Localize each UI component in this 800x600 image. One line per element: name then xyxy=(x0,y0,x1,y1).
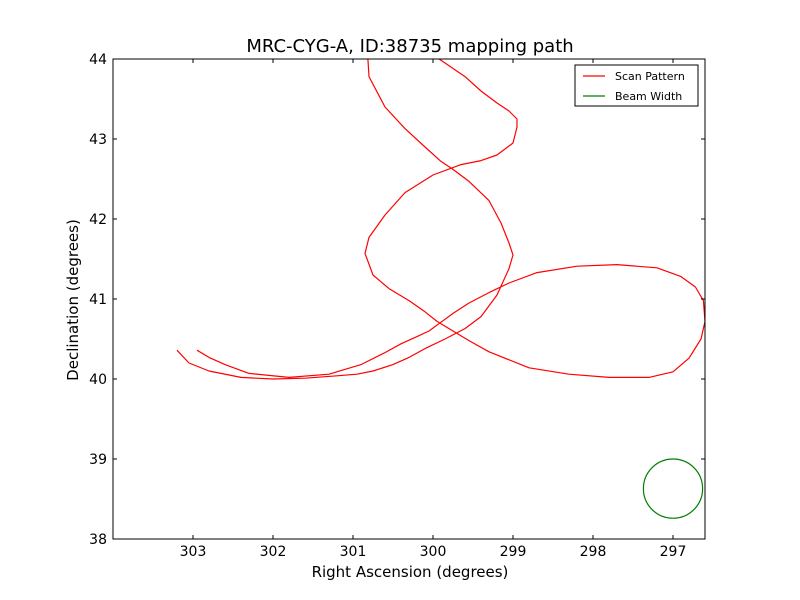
y-tick-label: 40 xyxy=(89,372,107,388)
y-tick-label: 39 xyxy=(89,452,107,468)
series-beam-width-circle xyxy=(642,458,704,519)
x-tick-label: 301 xyxy=(340,544,367,560)
y-tick-label: 43 xyxy=(89,132,107,148)
x-tick-label: 302 xyxy=(260,544,287,560)
y-tick-label: 42 xyxy=(89,212,107,228)
y-tick-label: 44 xyxy=(89,52,107,68)
y-tick-label: 41 xyxy=(89,292,107,308)
x-tick-label: 298 xyxy=(580,544,607,560)
plot-area: 303 302 301 300 299 298 297 38 39 40 41 42 43 44 xyxy=(89,52,706,560)
legend-label: Scan Pattern xyxy=(615,70,685,83)
x-tick-label: 303 xyxy=(180,544,207,560)
y-axis-label: Declination (degrees) xyxy=(64,219,82,381)
legend: Scan Pattern Beam Width xyxy=(574,64,699,107)
x-tick-label: 297 xyxy=(660,544,687,560)
x-tick-label: 299 xyxy=(500,544,527,560)
y-tick-label: 38 xyxy=(89,532,107,548)
series-scan-pattern-line xyxy=(176,59,705,380)
legend-box xyxy=(574,64,699,107)
chart-title: MRC-CYG-A, ID:38735 mapping path xyxy=(246,36,573,57)
x-tick-label: 300 xyxy=(420,544,447,560)
x-axis-label: Right Ascension (degrees) xyxy=(312,563,509,581)
legend-label: Beam Width xyxy=(615,90,682,103)
